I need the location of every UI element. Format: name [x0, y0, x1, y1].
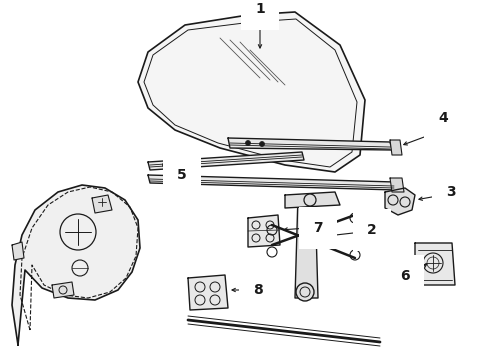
Polygon shape [188, 275, 228, 310]
Polygon shape [385, 188, 415, 215]
Text: 5: 5 [177, 168, 187, 182]
Polygon shape [138, 12, 365, 172]
Polygon shape [285, 192, 340, 208]
Text: 8: 8 [253, 283, 263, 297]
Polygon shape [295, 195, 318, 298]
Polygon shape [248, 215, 280, 247]
Polygon shape [12, 185, 140, 345]
Polygon shape [148, 175, 396, 190]
Text: 2: 2 [367, 223, 377, 237]
Polygon shape [12, 242, 24, 260]
Circle shape [304, 194, 316, 206]
Circle shape [260, 141, 265, 147]
Polygon shape [52, 282, 74, 298]
Polygon shape [228, 138, 392, 150]
Polygon shape [390, 178, 404, 192]
Circle shape [308, 233, 316, 241]
Circle shape [296, 283, 314, 301]
Polygon shape [390, 140, 402, 155]
Text: 1: 1 [255, 2, 265, 16]
Polygon shape [415, 243, 455, 285]
Circle shape [245, 140, 250, 145]
Text: 4: 4 [438, 111, 448, 125]
Text: 3: 3 [446, 185, 456, 199]
Polygon shape [148, 152, 304, 170]
Circle shape [163, 162, 168, 167]
Circle shape [304, 229, 320, 245]
Polygon shape [92, 195, 112, 213]
Text: 6: 6 [400, 269, 410, 283]
Text: 7: 7 [313, 221, 323, 235]
